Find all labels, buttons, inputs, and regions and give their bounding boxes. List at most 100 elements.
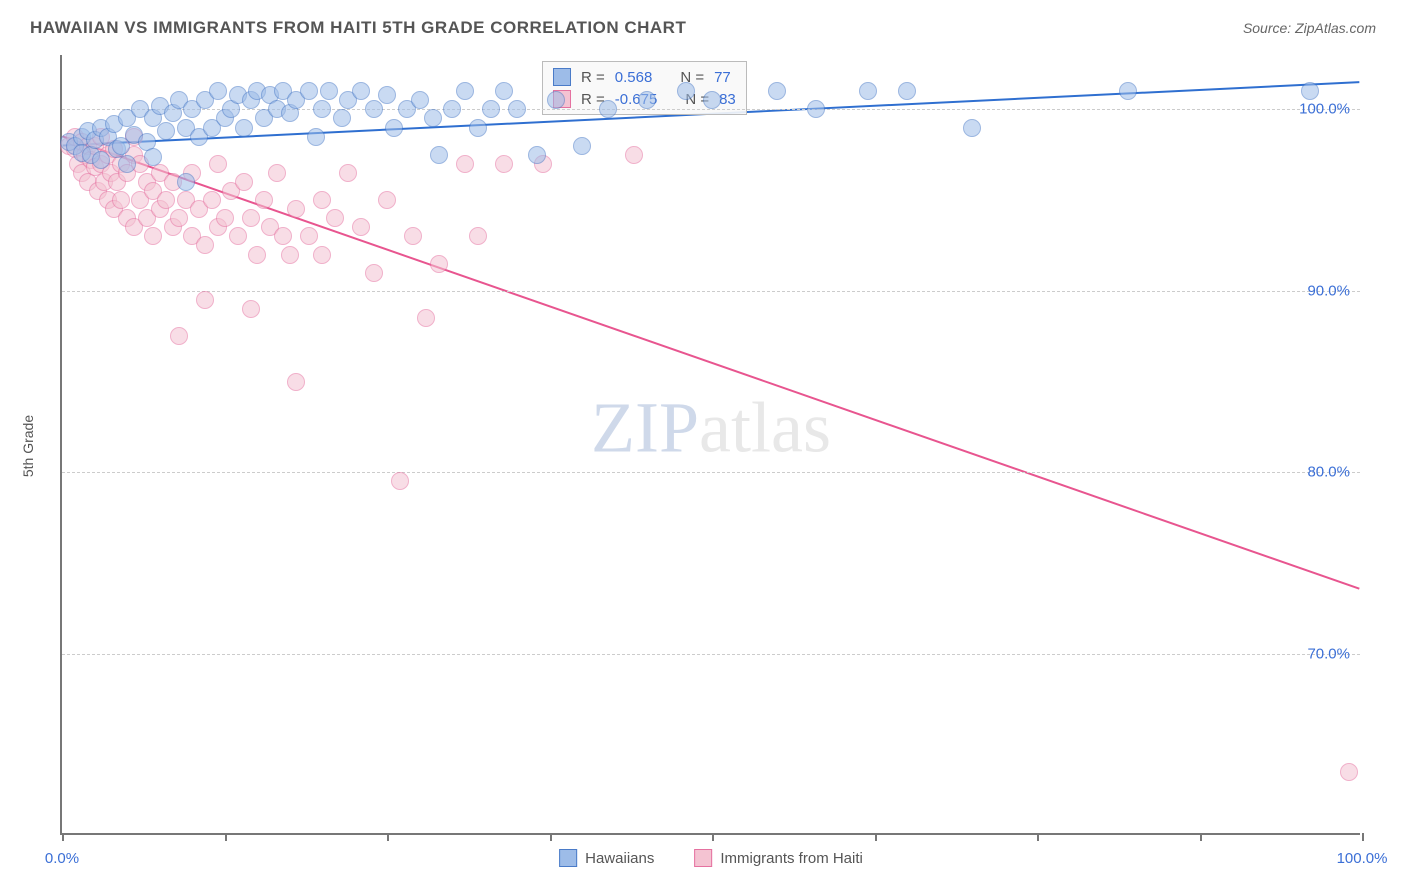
- n-value-b: 83: [719, 91, 736, 108]
- marker-hawaiians: [638, 91, 656, 109]
- marker-haiti: [157, 191, 175, 209]
- xtick: [875, 833, 877, 841]
- stats-row-hawaiians: R = 0.568 N = 77: [553, 66, 736, 88]
- marker-haiti: [255, 191, 273, 209]
- xtick-label: 100.0%: [1337, 850, 1388, 867]
- swatch-hawaiians: [553, 68, 571, 86]
- marker-haiti: [216, 209, 234, 227]
- marker-haiti: [229, 227, 247, 245]
- xtick: [387, 833, 389, 841]
- marker-hawaiians: [92, 151, 110, 169]
- marker-haiti: [144, 227, 162, 245]
- r-value-a: 0.568: [615, 69, 653, 86]
- marker-haiti: [274, 227, 292, 245]
- marker-hawaiians: [424, 109, 442, 127]
- xtick: [225, 833, 227, 841]
- marker-hawaiians: [963, 119, 981, 137]
- marker-haiti: [170, 327, 188, 345]
- marker-hawaiians: [378, 86, 396, 104]
- legend-swatch-hawaiians: [559, 849, 577, 867]
- marker-haiti: [313, 191, 331, 209]
- n-value-a: 77: [714, 69, 731, 86]
- gridline-h: [62, 291, 1360, 292]
- xtick: [1362, 833, 1364, 841]
- marker-haiti: [242, 300, 260, 318]
- marker-hawaiians: [177, 173, 195, 191]
- xtick: [62, 833, 64, 841]
- marker-hawaiians: [898, 82, 916, 100]
- marker-haiti: [287, 200, 305, 218]
- marker-hawaiians: [528, 146, 546, 164]
- legend-item-hawaiians: Hawaiians: [559, 849, 654, 867]
- r-label-a: R =: [581, 69, 605, 86]
- marker-haiti: [112, 191, 130, 209]
- marker-hawaiians: [859, 82, 877, 100]
- plot-area: ZIPatlas R = 0.568 N = 77 R = -0.675 N =…: [60, 55, 1360, 835]
- marker-hawaiians: [456, 82, 474, 100]
- marker-hawaiians: [307, 128, 325, 146]
- ytick-label: 80.0%: [1307, 464, 1350, 481]
- watermark-zip: ZIP: [591, 388, 699, 468]
- gridline-h: [62, 472, 1360, 473]
- xtick: [1200, 833, 1202, 841]
- marker-hawaiians: [469, 119, 487, 137]
- marker-haiti: [430, 255, 448, 273]
- marker-hawaiians: [703, 91, 721, 109]
- marker-hawaiians: [235, 119, 253, 137]
- marker-hawaiians: [313, 100, 331, 118]
- gridline-h: [62, 654, 1360, 655]
- marker-haiti: [495, 155, 513, 173]
- marker-hawaiians: [768, 82, 786, 100]
- marker-hawaiians: [320, 82, 338, 100]
- legend: Hawaiians Immigrants from Haiti: [559, 849, 863, 867]
- ytick-label: 100.0%: [1299, 101, 1350, 118]
- marker-haiti: [469, 227, 487, 245]
- marker-haiti: [352, 218, 370, 236]
- legend-item-haiti: Immigrants from Haiti: [694, 849, 863, 867]
- chart-title: HAWAIIAN VS IMMIGRANTS FROM HAITI 5TH GR…: [30, 18, 686, 38]
- marker-haiti: [365, 264, 383, 282]
- xtick: [712, 833, 714, 841]
- marker-haiti: [196, 291, 214, 309]
- marker-haiti: [625, 146, 643, 164]
- marker-hawaiians: [300, 82, 318, 100]
- trend-lines-svg: [62, 55, 1360, 833]
- marker-haiti: [417, 309, 435, 327]
- marker-hawaiians: [677, 82, 695, 100]
- marker-haiti: [170, 209, 188, 227]
- marker-hawaiians: [365, 100, 383, 118]
- marker-hawaiians: [118, 155, 136, 173]
- marker-haiti: [1340, 763, 1358, 781]
- legend-swatch-haiti: [694, 849, 712, 867]
- marker-haiti: [242, 209, 260, 227]
- marker-hawaiians: [144, 148, 162, 166]
- marker-hawaiians: [411, 91, 429, 109]
- marker-hawaiians: [333, 109, 351, 127]
- chart-header: HAWAIIAN VS IMMIGRANTS FROM HAITI 5TH GR…: [30, 18, 1376, 38]
- marker-haiti: [378, 191, 396, 209]
- marker-haiti: [281, 246, 299, 264]
- watermark: ZIPatlas: [591, 387, 831, 470]
- marker-hawaiians: [352, 82, 370, 100]
- xtick: [1037, 833, 1039, 841]
- marker-haiti: [313, 246, 331, 264]
- marker-haiti: [196, 236, 214, 254]
- marker-hawaiians: [482, 100, 500, 118]
- marker-haiti: [326, 209, 344, 227]
- ytick-label: 70.0%: [1307, 645, 1350, 662]
- marker-haiti: [287, 373, 305, 391]
- chart-source: Source: ZipAtlas.com: [1243, 20, 1376, 36]
- gridline-h: [62, 109, 1360, 110]
- marker-haiti: [300, 227, 318, 245]
- marker-hawaiians: [1301, 82, 1319, 100]
- marker-hawaiians: [1119, 82, 1137, 100]
- y-axis-label: 5th Grade: [20, 415, 36, 477]
- marker-haiti: [203, 191, 221, 209]
- marker-haiti: [235, 173, 253, 191]
- marker-haiti: [404, 227, 422, 245]
- ytick-label: 90.0%: [1307, 282, 1350, 299]
- watermark-atlas: atlas: [699, 388, 831, 468]
- xtick-label: 0.0%: [45, 850, 79, 867]
- marker-hawaiians: [599, 100, 617, 118]
- marker-haiti: [209, 155, 227, 173]
